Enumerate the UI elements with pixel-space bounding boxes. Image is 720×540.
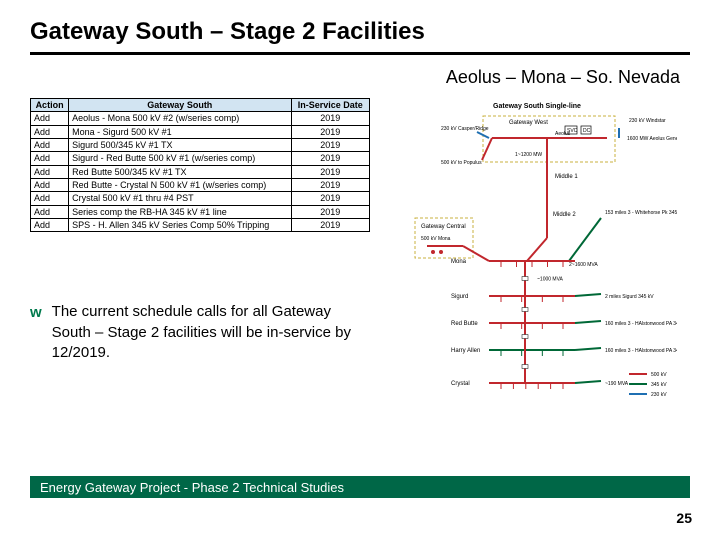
table-row: AddAeolus - Mona 500 kV #2 (w/series com…	[31, 112, 370, 125]
middle1-label: Middle 1	[555, 174, 578, 180]
diagram-title: Gateway South Single-line	[493, 103, 581, 110]
table-header-row: Action Gateway South In-Service Date	[31, 99, 370, 112]
svg-text:345 kV: 345 kV	[651, 382, 667, 388]
table-row: AddSeries comp the RB-HA 345 kV #1 line2…	[31, 205, 370, 218]
schedule-bullet: w The current schedule calls for all Gat…	[30, 302, 370, 363]
mona-right-note: 153 miles 3 - Whitehorse Pk 345 kV	[605, 210, 677, 216]
gen-amt: 1~1200 MW	[515, 152, 542, 158]
table-row: AddSPS - H. Allen 345 kV Series Comp 50%…	[31, 219, 370, 232]
gen2-label: 2~1600 MVA	[569, 262, 598, 268]
footer-text: Energy Gateway Project - Phase 2 Technic…	[40, 480, 344, 495]
table-row: AddSigurd - Red Butte 500 kV #1 (w/serie…	[31, 152, 370, 165]
dc-label: DC	[583, 128, 591, 134]
svg-text:~1000 MVA: ~1000 MVA	[537, 277, 564, 283]
gateway-west-label: Gateway West	[509, 120, 548, 126]
gateway-central-label: Gateway Central	[421, 224, 466, 230]
svg-text:2 miles Sigurd 345 kV: 2 miles Sigurd 345 kV	[605, 294, 654, 300]
slide-subtitle: Aeolus – Mona – So. Nevada	[30, 67, 690, 88]
windstar-label: 230 kV Windstar	[629, 118, 666, 124]
svg-text:160 miles 3 - HAlstonwood PA 3: 160 miles 3 - HAlstonwood PA 345 kV	[605, 321, 677, 327]
svg-text:Sigurd: Sigurd	[451, 294, 468, 300]
aeolus-gen: 1600 MW Aeolus Generation	[627, 136, 677, 142]
table-row: AddCrystal 500 kV #1 thru #4 PST2019	[31, 192, 370, 205]
col-date: In-Service Date	[291, 99, 370, 112]
svg-text:Harry Allen: Harry Allen	[451, 348, 480, 354]
bullet-text: The current schedule calls for all Gatew…	[52, 302, 370, 363]
middle2-label: Middle 2	[553, 212, 576, 218]
table-row: AddRed Butte 500/345 kV #1 TX2019	[31, 165, 370, 178]
casper-note: 230 kV Casper/Ridge	[441, 126, 489, 132]
svg-text:~190 MVA: ~190 MVA	[605, 381, 629, 387]
title-underline	[30, 52, 690, 55]
bullet-marker-icon: w	[30, 302, 42, 363]
table-row: AddRed Butte - Crystal N 500 kV #1 (w/se…	[31, 179, 370, 192]
col-desc: Gateway South	[69, 99, 291, 112]
single-line-diagram: Gateway South Single-line Gateway West 2…	[397, 98, 677, 408]
facilities-table: Action Gateway South In-Service Date Add…	[30, 98, 370, 232]
svg-text:160 miles 3 - HAlstonwood PA 3: 160 miles 3 - HAlstonwood PA 345 kV	[605, 348, 677, 354]
svg-text:230 kV: 230 kV	[651, 392, 667, 398]
svg-text:500 kV: 500 kV	[651, 372, 667, 378]
page-number: 25	[676, 510, 692, 526]
svg-text:Mona: Mona	[451, 259, 467, 265]
col-action: Action	[31, 99, 69, 112]
slide-title: Gateway South – Stage 2 Facilities	[30, 18, 690, 46]
table-row: AddSigurd 500/345 kV #1 TX2019	[31, 139, 370, 152]
table-row: AddMona - Sigurd 500 kV #12019	[31, 125, 370, 138]
svg-text:Crystal: Crystal	[451, 381, 470, 387]
legend: 500 kV 345 kV 230 kV	[629, 372, 667, 398]
svg-text:Red Butte: Red Butte	[451, 321, 478, 327]
populus-note: 500 kV to Populus	[441, 160, 482, 166]
mona500-label: 500 kV Mona	[421, 236, 451, 242]
svc-label: SVC	[567, 128, 578, 134]
footer-bar: Energy Gateway Project - Phase 2 Technic…	[30, 476, 690, 498]
